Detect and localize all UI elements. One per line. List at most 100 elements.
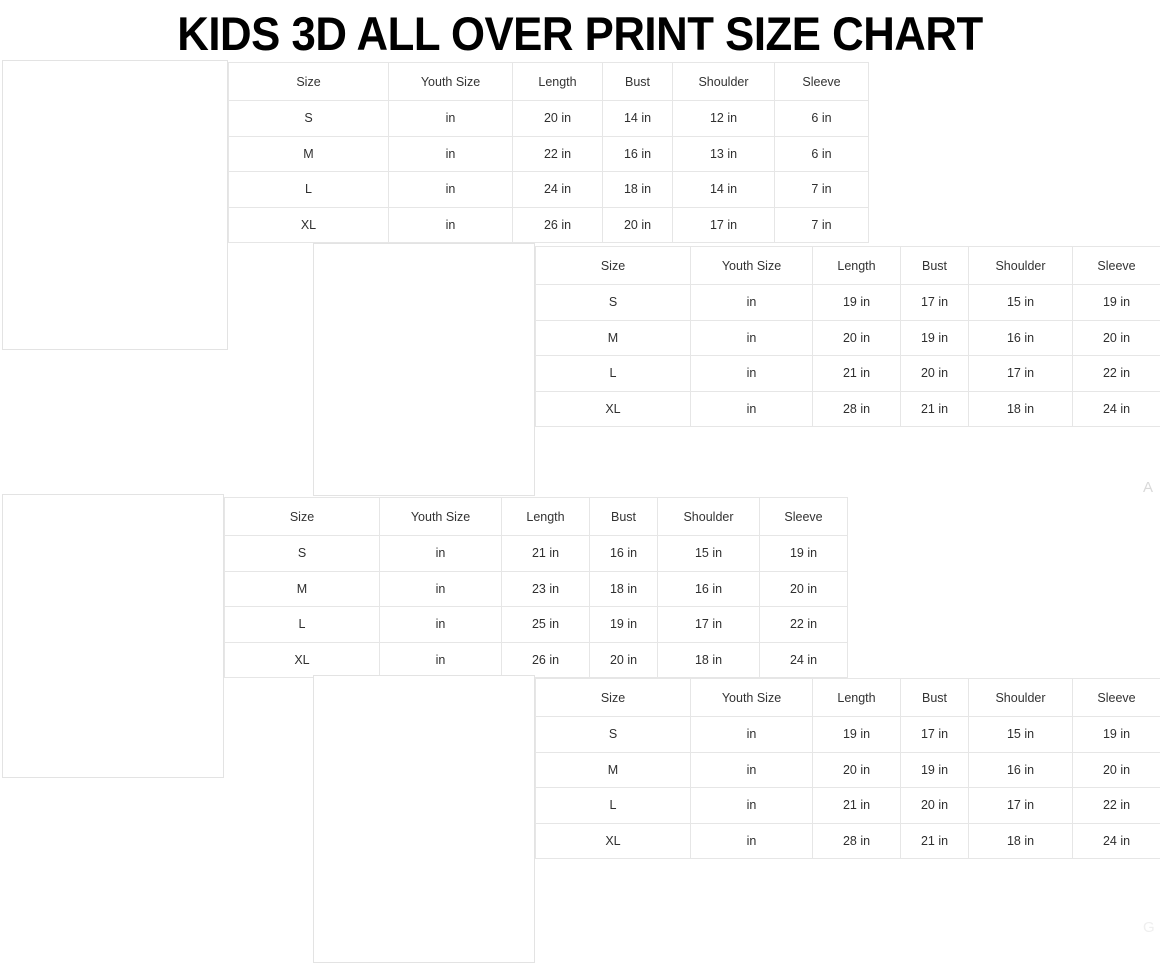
cell-size: M	[224, 570, 380, 607]
cell-bust: 19 in	[900, 319, 969, 356]
col-header-sleeve: Sleeve	[774, 62, 869, 101]
cell-youth-size: in	[690, 716, 813, 753]
table-row: M in 20 in 19 in 16 in 20 in	[535, 319, 1160, 356]
cell-length: 19 in	[812, 716, 901, 753]
cell-shoulder: 16 in	[968, 751, 1073, 788]
cell-sleeve: 24 in	[1072, 822, 1160, 859]
cell-shoulder: 16 in	[968, 319, 1073, 356]
table-row: M in 22 in 16 in 13 in 6 in	[228, 135, 869, 172]
col-header-shoulder: Shoulder	[672, 62, 775, 101]
cell-sleeve: 22 in	[1072, 355, 1160, 392]
table-row: L in 24 in 18 in 14 in 7 in	[228, 171, 869, 208]
size-table-zip-hoodie: Size Youth Size Length Bust Shoulder Sle…	[535, 246, 1160, 427]
cell-size: S	[224, 535, 380, 572]
col-header-length: Length	[501, 497, 590, 536]
cell-shoulder: 17 in	[968, 787, 1073, 824]
cell-shoulder: 15 in	[968, 284, 1073, 321]
watermark-text-top: A	[1143, 479, 1154, 496]
table-row: S in 20 in 14 in 12 in 6 in	[228, 100, 869, 137]
cell-size: S	[535, 284, 691, 321]
cell-size: L	[228, 171, 389, 208]
table-header-row: Size Youth Size Length Bust Shoulder Sle…	[535, 678, 1160, 717]
cell-length: 28 in	[812, 822, 901, 859]
cell-length: 23 in	[501, 570, 590, 607]
col-header-shoulder: Shoulder	[968, 678, 1073, 717]
col-header-length: Length	[812, 246, 901, 285]
cell-length: 28 in	[812, 390, 901, 427]
cell-youth-size: in	[379, 535, 502, 572]
table-row: M in 20 in 19 in 16 in 20 in	[535, 751, 1160, 788]
cell-sleeve: 22 in	[1072, 787, 1160, 824]
table-row: XL in 28 in 21 in 18 in 24 in	[535, 390, 1160, 427]
cell-sleeve: 22 in	[759, 606, 848, 643]
cell-bust: 20 in	[602, 206, 673, 243]
cell-youth-size: in	[388, 100, 513, 137]
cell-youth-size: in	[388, 206, 513, 243]
illustration-panel-pullover-hoodie	[313, 675, 535, 963]
col-header-bust: Bust	[900, 678, 969, 717]
table-header-row: Size Youth Size Length Bust Shoulder Sle…	[228, 62, 869, 101]
cell-length: 20 in	[512, 100, 603, 137]
table-row: S in 19 in 17 in 15 in 19 in	[535, 284, 1160, 321]
cell-youth-size: in	[379, 641, 502, 678]
cell-bust: 20 in	[900, 787, 969, 824]
cell-bust: 17 in	[900, 716, 969, 753]
cell-shoulder: 15 in	[657, 535, 760, 572]
cell-youth-size: in	[388, 171, 513, 208]
table-row: XL in 26 in 20 in 17 in 7 in	[228, 206, 869, 243]
col-header-youth-size: Youth Size	[388, 62, 513, 101]
cell-youth-size: in	[690, 319, 813, 356]
cell-sleeve: 19 in	[1072, 284, 1160, 321]
cell-bust: 14 in	[602, 100, 673, 137]
cell-youth-size: in	[690, 751, 813, 788]
cell-shoulder: 16 in	[657, 570, 760, 607]
cell-size: XL	[535, 390, 691, 427]
col-header-length: Length	[512, 62, 603, 101]
cell-bust: 18 in	[589, 570, 658, 607]
cell-shoulder: 12 in	[672, 100, 775, 137]
col-header-shoulder: Shoulder	[657, 497, 760, 536]
cell-shoulder: 17 in	[968, 355, 1073, 392]
cell-bust: 16 in	[589, 535, 658, 572]
size-table-tshirt: Size Youth Size Length Bust Shoulder Sle…	[228, 62, 869, 243]
cell-sleeve: 19 in	[1072, 716, 1160, 753]
col-header-length: Length	[812, 678, 901, 717]
cell-shoulder: 18 in	[657, 641, 760, 678]
illustration-panel-zip-hoodie	[313, 243, 535, 496]
size-table-pullover-hoodie: Size Youth Size Length Bust Shoulder Sle…	[535, 678, 1160, 859]
cell-shoulder: 15 in	[968, 716, 1073, 753]
col-header-size: Size	[224, 497, 380, 536]
cell-sleeve: 6 in	[774, 135, 869, 172]
cell-sleeve: 24 in	[759, 641, 848, 678]
cell-bust: 21 in	[900, 390, 969, 427]
cell-length: 21 in	[812, 787, 901, 824]
cell-length: 26 in	[512, 206, 603, 243]
col-header-bust: Bust	[602, 62, 673, 101]
table-row: S in 21 in 16 in 15 in 19 in	[224, 535, 848, 572]
table-row: S in 19 in 17 in 15 in 19 in	[535, 716, 1160, 753]
col-header-size: Size	[228, 62, 389, 101]
illustration-panel-long-sleeve	[2, 494, 224, 778]
col-header-youth-size: Youth Size	[379, 497, 502, 536]
page-title: KIDS 3D ALL OVER PRINT SIZE CHART	[177, 7, 983, 60]
cell-length: 20 in	[812, 751, 901, 788]
cell-length: 21 in	[812, 355, 901, 392]
cell-sleeve: 19 in	[759, 535, 848, 572]
cell-bust: 20 in	[589, 641, 658, 678]
cell-youth-size: in	[690, 390, 813, 427]
cell-sleeve: 7 in	[774, 206, 869, 243]
col-header-youth-size: Youth Size	[690, 678, 813, 717]
table-row: L in 25 in 19 in 17 in 22 in	[224, 606, 848, 643]
col-header-sleeve: Sleeve	[759, 497, 848, 536]
cell-youth-size: in	[690, 284, 813, 321]
cell-youth-size: in	[690, 822, 813, 859]
cell-bust: 19 in	[589, 606, 658, 643]
cell-shoulder: 17 in	[672, 206, 775, 243]
cell-sleeve: 24 in	[1072, 390, 1160, 427]
col-header-size: Size	[535, 246, 691, 285]
col-header-sleeve: Sleeve	[1072, 678, 1160, 717]
table-row: XL in 28 in 21 in 18 in 24 in	[535, 822, 1160, 859]
col-header-bust: Bust	[900, 246, 969, 285]
cell-length: 19 in	[812, 284, 901, 321]
cell-bust: 19 in	[900, 751, 969, 788]
